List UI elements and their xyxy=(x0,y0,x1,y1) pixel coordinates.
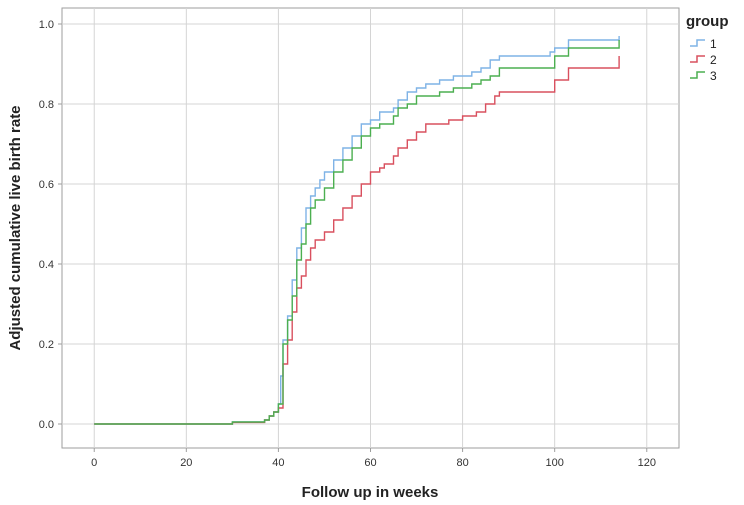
y-tick-label: 1.0 xyxy=(39,19,54,31)
x-axis-label: Follow up in weeks xyxy=(302,484,439,501)
legend-swatch xyxy=(690,55,705,63)
y-axis-label: Adjusted cumulative live birth rate xyxy=(7,105,24,350)
y-tick-label: 0.0 xyxy=(39,419,54,431)
x-tick-labels: 0 20 40 60 80 100 120 xyxy=(91,457,656,469)
x-gridlines xyxy=(93,8,648,452)
legend: group 1 2 3 xyxy=(686,13,729,83)
legend-entry-label: 1 xyxy=(710,37,717,51)
legend-entry-label: 2 xyxy=(710,53,717,67)
x-tick-label: 40 xyxy=(272,457,284,469)
x-tick-label: 0 xyxy=(91,457,97,469)
x-tick-label: 20 xyxy=(180,457,192,469)
x-tick-label: 120 xyxy=(638,457,656,469)
y-tick-label: 0.4 xyxy=(39,259,54,271)
y-tick-label: 0.8 xyxy=(39,99,54,111)
x-tick-label: 80 xyxy=(456,457,468,469)
legend-entry-label: 3 xyxy=(710,69,717,83)
x-tick-label: 60 xyxy=(364,457,376,469)
legend-title: group xyxy=(686,13,729,30)
y-tick-label: 0.6 xyxy=(39,179,54,191)
legend-swatch xyxy=(690,71,705,79)
series-line-3 xyxy=(94,40,620,425)
x-tick-label: 100 xyxy=(545,457,563,469)
y-tick-label: 0.2 xyxy=(39,339,54,351)
legend-swatch xyxy=(690,39,705,47)
y-tick-labels: 0.0 0.2 0.4 0.6 0.8 1.0 xyxy=(39,19,54,431)
series-lines xyxy=(94,36,620,425)
